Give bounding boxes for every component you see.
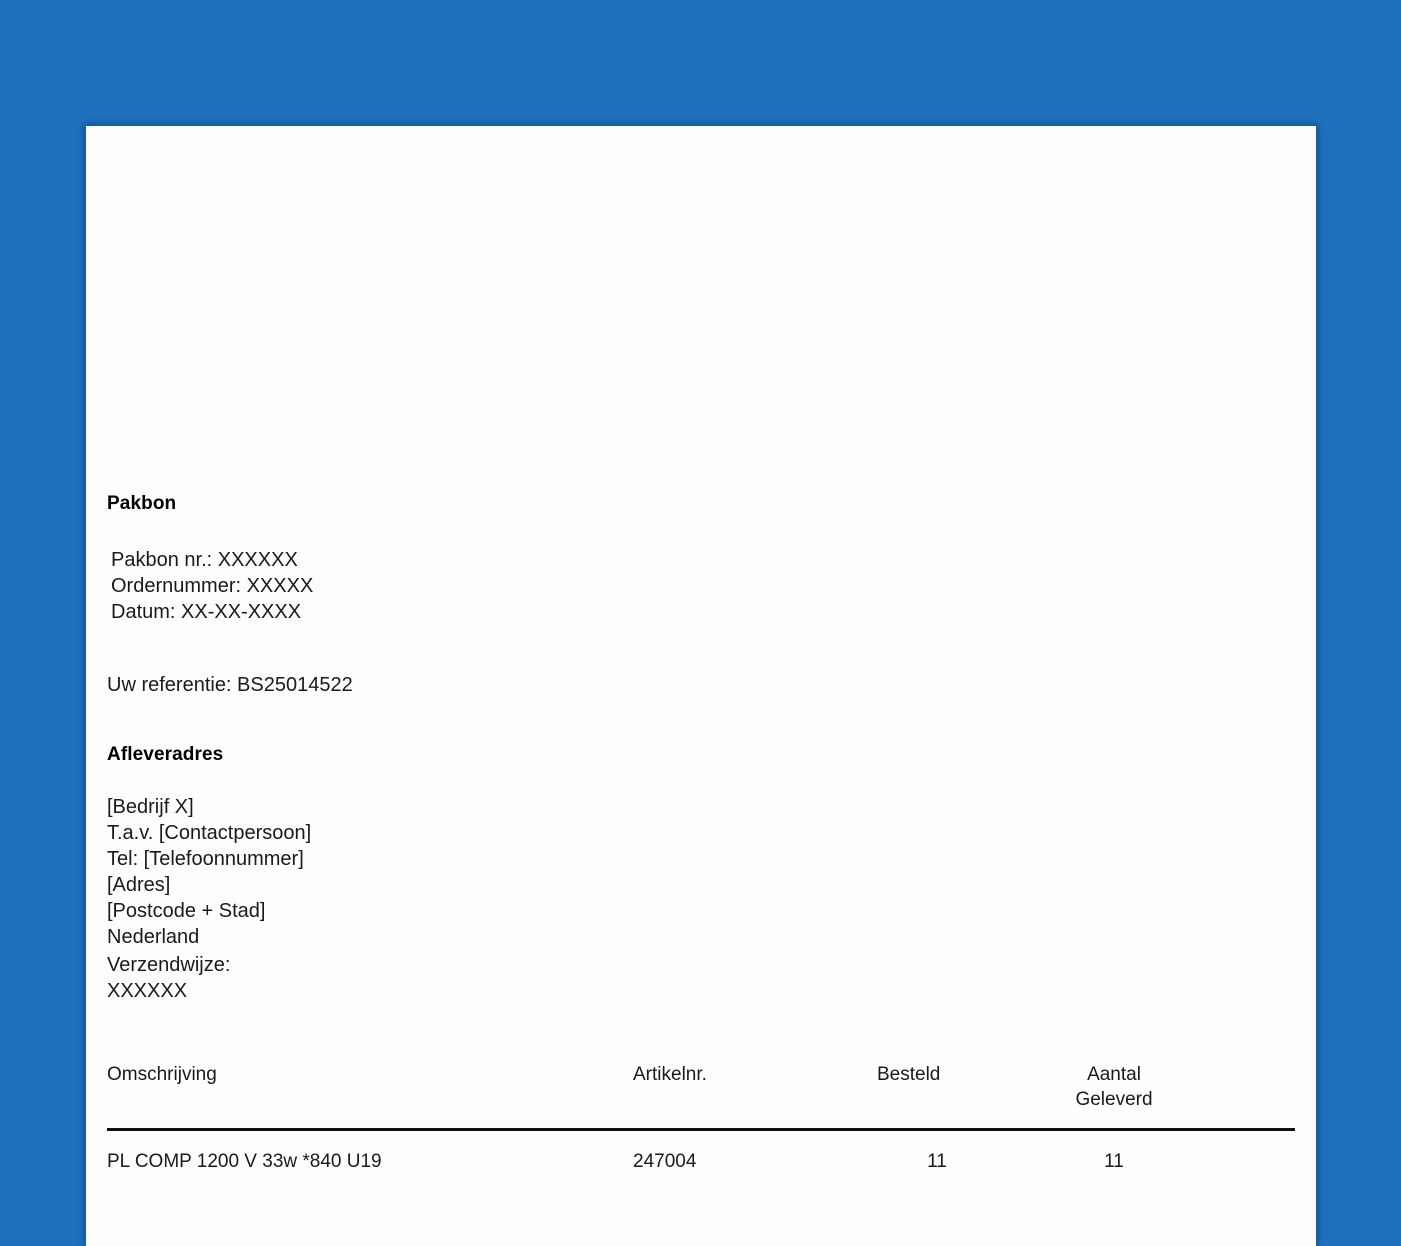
document-content-area: Pakbon Pakbon nr.: XXXXXX Ordernummer: X…: [107, 126, 1295, 1246]
ordernummer-line: Ordernummer: XXXXX: [111, 575, 314, 597]
cell-besteld: 11: [927, 1151, 947, 1172]
column-header-omschrijving: Omschrijving: [107, 1064, 217, 1085]
address-line-bedrijf: [Bedrijf X]: [107, 796, 194, 818]
document-page: Pakbon Pakbon nr.: XXXXXX Ordernummer: X…: [86, 126, 1316, 1246]
pakbon-nummer-line: Pakbon nr.: XXXXXX: [111, 549, 298, 571]
afleveradres-heading-group: Afleveradres: [107, 744, 223, 766]
verzendwijze-value: XXXXXX: [107, 980, 188, 1002]
column-header-artikelnr: Artikelnr.: [633, 1064, 707, 1085]
address-line-telefoon: Tel: [Telefoonnummer]: [107, 848, 304, 870]
items-table-divider: [107, 1128, 1295, 1131]
column-header-aantal-geleverd: Aantal Geleverd: [1075, 1064, 1153, 1110]
cell-artikelnr: 247004: [633, 1151, 697, 1172]
column-header-besteld: Besteld: [877, 1064, 941, 1085]
table-row: PL COMP 1200 V 33w *840 U19 247004 11 11: [107, 1131, 1295, 1177]
reference-group: Uw referentie: BS25014522: [107, 672, 353, 698]
pakbon-meta-group: Pakbon nr.: XXXXXX Ordernummer: XXXXX Da…: [111, 547, 313, 625]
shipping-method-block: Verzendwijze: XXXXXX: [107, 952, 230, 1004]
afleveradres-heading: Afleveradres: [107, 744, 224, 765]
items-table-header-row: Omschrijving Artikelnr. Besteld Aantal G…: [107, 1062, 1295, 1128]
pakbon-heading-group: Pakbon: [107, 493, 176, 515]
items-table: Omschrijving Artikelnr. Besteld Aantal G…: [107, 1062, 1295, 1177]
cell-aantal-geleverd: 11: [1104, 1151, 1124, 1172]
delivery-address-block: [Bedrijf X] T.a.v. [Contactpersoon] Tel:…: [107, 794, 311, 950]
document-title: Pakbon: [107, 493, 177, 514]
verzendwijze-label: Verzendwijze:: [107, 954, 231, 976]
address-line-land: Nederland: [107, 926, 200, 948]
datum-line: Datum: XX-XX-XXXX: [111, 601, 302, 623]
address-line-contactpersoon: T.a.v. [Contactpersoon]: [107, 822, 312, 844]
uw-referentie-line: Uw referentie: BS25014522: [107, 674, 353, 696]
address-line-postcode-stad: [Postcode + Stad]: [107, 900, 266, 922]
address-line-adres: [Adres]: [107, 874, 171, 896]
cell-omschrijving: PL COMP 1200 V 33w *840 U19: [107, 1151, 382, 1172]
